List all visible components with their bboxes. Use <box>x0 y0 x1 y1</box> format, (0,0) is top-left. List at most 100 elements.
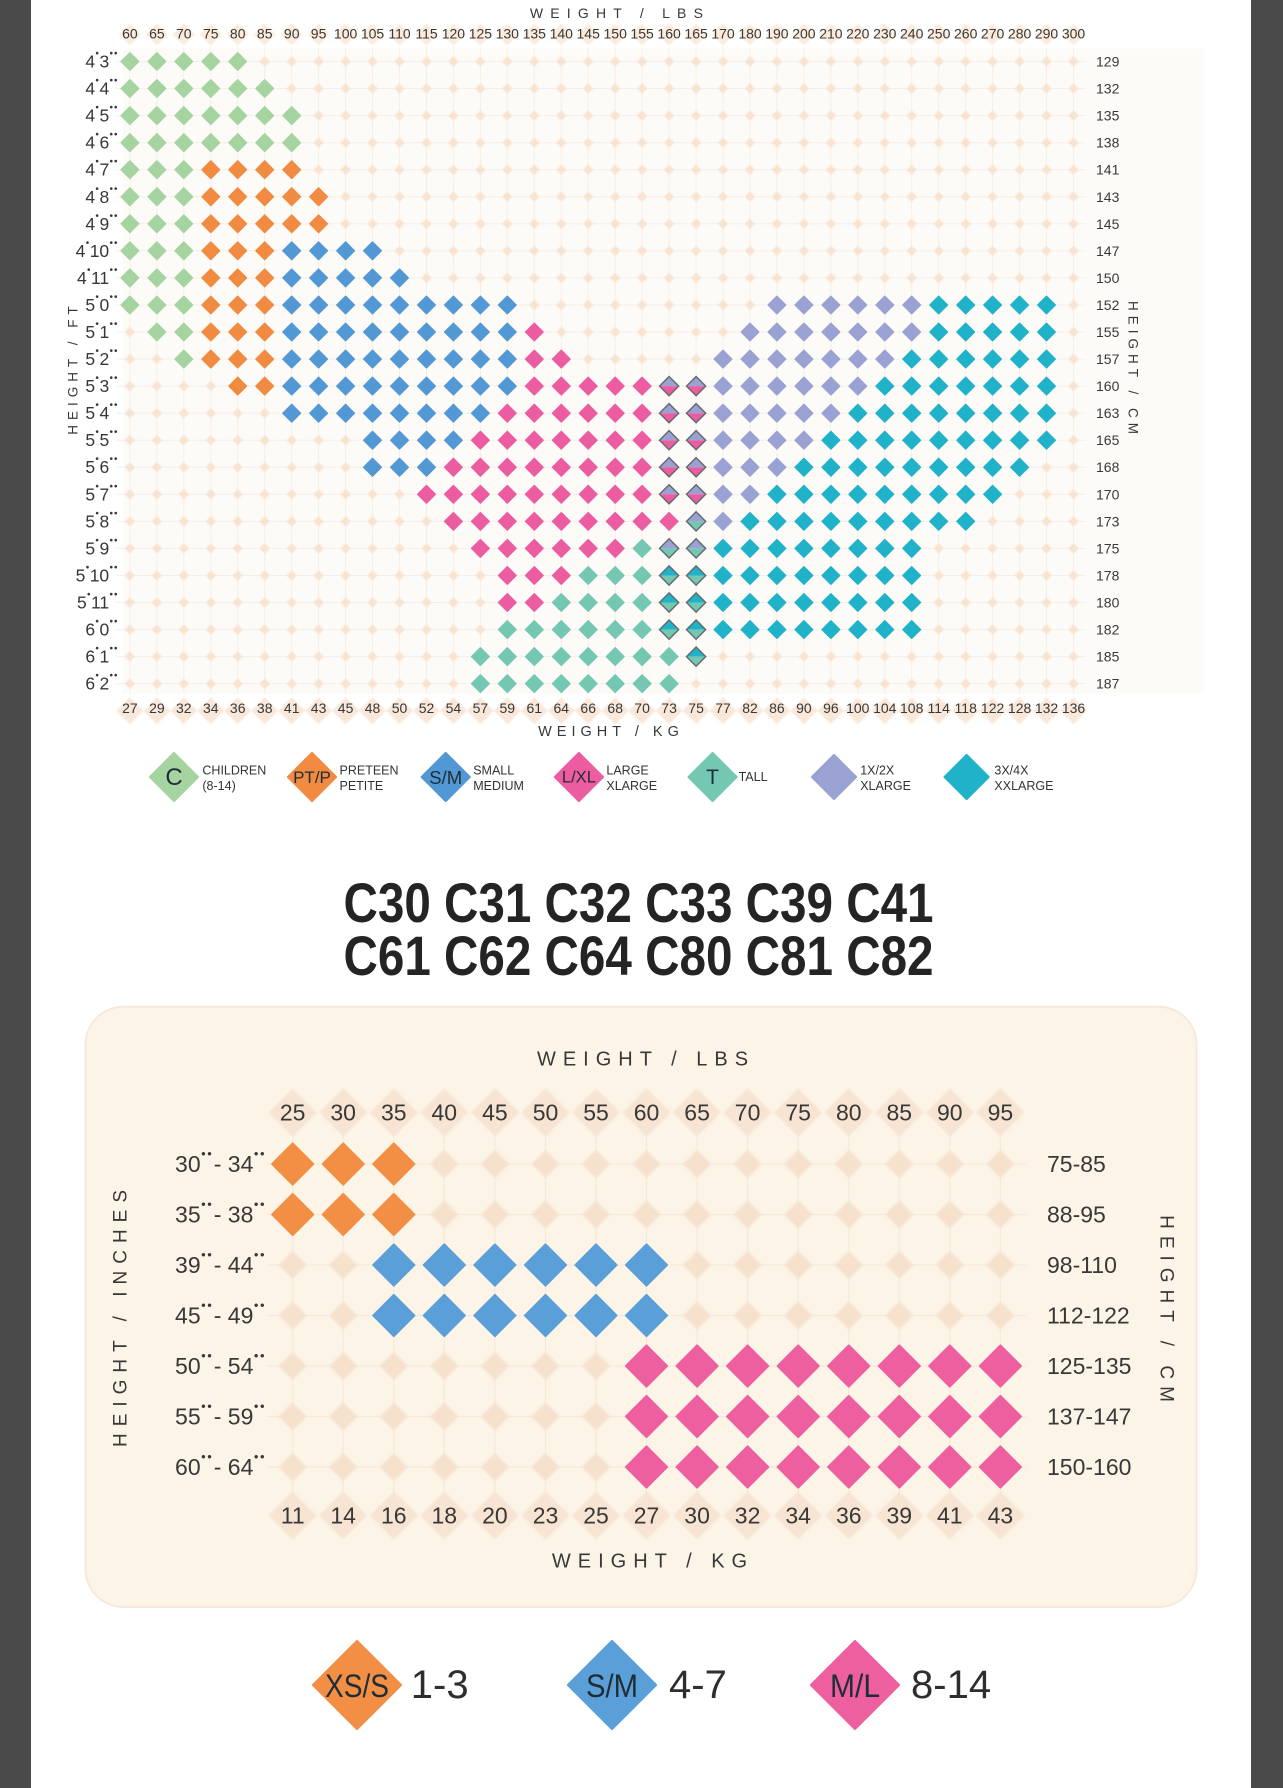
svg-text:185: 185 <box>1096 649 1120 665</box>
svg-text:HEIGHT / FT: HEIGHT / FT <box>66 301 81 435</box>
svg-text:155: 155 <box>630 26 654 42</box>
svg-text:39: 39 <box>887 1503 913 1529</box>
svg-text:187: 187 <box>1096 676 1120 692</box>
svg-text:25: 25 <box>280 1100 306 1126</box>
svg-text:108: 108 <box>900 700 924 716</box>
svg-text:173: 173 <box>1096 513 1120 529</box>
svg-text:5•3••: 5•3•• <box>85 373 118 397</box>
svg-text:135: 135 <box>523 26 547 42</box>
svg-text:96: 96 <box>823 700 839 716</box>
svg-text:38: 38 <box>257 700 273 716</box>
svg-text:32: 32 <box>735 1503 761 1529</box>
svg-text:115: 115 <box>415 26 438 42</box>
svg-text:88-95: 88-95 <box>1047 1202 1106 1228</box>
svg-text:PRETEEN: PRETEEN <box>340 763 399 777</box>
svg-text:WEIGHT / LBS: WEIGHT / LBS <box>537 1049 755 1071</box>
svg-text:XS/S: XS/S <box>325 1668 389 1704</box>
svg-text:C: C <box>165 764 182 791</box>
svg-text:122: 122 <box>981 700 1005 716</box>
svg-text:30: 30 <box>684 1503 710 1529</box>
svg-text:20: 20 <box>482 1503 508 1529</box>
svg-text:130: 130 <box>496 26 520 42</box>
svg-text:143: 143 <box>1096 189 1120 205</box>
svg-text:WEIGHT / LBS: WEIGHT / LBS <box>530 5 710 21</box>
svg-text:128: 128 <box>1008 700 1032 716</box>
svg-text:MEDIUM: MEDIUM <box>473 779 524 793</box>
svg-text:55••- 59••: 55••- 59•• <box>175 1398 266 1430</box>
svg-text:80: 80 <box>230 26 246 42</box>
svg-text:85: 85 <box>887 1100 913 1126</box>
svg-text:75: 75 <box>203 26 219 42</box>
svg-text:210: 210 <box>819 26 843 42</box>
svg-text:4•3••: 4•3•• <box>85 48 118 72</box>
svg-text:98-110: 98-110 <box>1047 1252 1117 1278</box>
svg-text:270: 270 <box>981 26 1005 42</box>
svg-text:5•5••: 5•5•• <box>85 427 118 451</box>
svg-text:163: 163 <box>1096 405 1120 421</box>
svg-text:1-3: 1-3 <box>411 1663 469 1707</box>
svg-text:90: 90 <box>284 26 300 42</box>
svg-text:114: 114 <box>928 700 951 716</box>
svg-text:112-122: 112-122 <box>1047 1303 1130 1329</box>
svg-text:65: 65 <box>684 1100 710 1126</box>
svg-text:90: 90 <box>937 1100 963 1126</box>
svg-text:95: 95 <box>988 1100 1014 1126</box>
svg-text:5•11••: 5•11•• <box>77 589 119 613</box>
svg-text:165: 165 <box>1096 432 1120 448</box>
svg-text:50: 50 <box>533 1100 559 1126</box>
svg-text:300: 300 <box>1062 26 1086 42</box>
svg-text:35••- 38••: 35••- 38•• <box>175 1196 266 1228</box>
svg-text:125-135: 125-135 <box>1047 1353 1131 1379</box>
svg-text:66: 66 <box>580 700 596 716</box>
svg-text:41: 41 <box>937 1503 963 1529</box>
svg-text:75: 75 <box>688 700 704 716</box>
svg-text:70: 70 <box>176 26 192 42</box>
svg-text:4•4••: 4•4•• <box>85 75 118 99</box>
svg-text:6•2••: 6•2•• <box>85 670 118 694</box>
svg-text:220: 220 <box>846 26 870 42</box>
svg-text:5•10••: 5•10•• <box>76 562 119 586</box>
svg-text:T: T <box>706 766 719 789</box>
svg-text:50••- 54••: 50••- 54•• <box>175 1348 266 1380</box>
svg-text:43: 43 <box>988 1503 1014 1529</box>
svg-text:5•0••: 5•0•• <box>85 292 118 316</box>
svg-text:132: 132 <box>1096 81 1120 97</box>
svg-text:90: 90 <box>796 700 812 716</box>
svg-text:157: 157 <box>1096 351 1120 367</box>
svg-text:HEIGHT / CM: HEIGHT / CM <box>1126 301 1141 439</box>
svg-text:100: 100 <box>846 700 870 716</box>
svg-text:30••- 34••: 30••- 34•• <box>175 1146 266 1178</box>
svg-text:240: 240 <box>900 26 924 42</box>
svg-text:68: 68 <box>607 700 623 716</box>
svg-text:4•7••: 4•7•• <box>85 156 118 180</box>
svg-text:86: 86 <box>769 700 785 716</box>
svg-text:105: 105 <box>361 26 385 42</box>
svg-text:150-160: 150-160 <box>1047 1454 1131 1480</box>
svg-text:85: 85 <box>257 26 273 42</box>
svg-text:73: 73 <box>661 700 677 716</box>
svg-text:75: 75 <box>785 1100 811 1126</box>
svg-text:137-147: 137-147 <box>1047 1404 1131 1430</box>
svg-text:48: 48 <box>365 700 381 716</box>
svg-text:4•8••: 4•8•• <box>85 183 118 207</box>
svg-text:5•8••: 5•8•• <box>85 508 118 532</box>
svg-text:HEIGHT / INCHES: HEIGHT / INCHES <box>111 1183 132 1447</box>
svg-text:155: 155 <box>1096 324 1120 340</box>
svg-text:138: 138 <box>1096 135 1120 151</box>
svg-text:145: 145 <box>577 26 601 42</box>
svg-text:250: 250 <box>927 26 951 42</box>
svg-text:6•1••: 6•1•• <box>85 643 118 667</box>
svg-text:54: 54 <box>446 700 462 716</box>
svg-text:70: 70 <box>634 700 650 716</box>
svg-text:4-7: 4-7 <box>669 1663 727 1707</box>
svg-text:190: 190 <box>765 26 789 42</box>
svg-text:168: 168 <box>1096 459 1120 475</box>
svg-text:5•4••: 5•4•• <box>85 400 118 424</box>
svg-text:136: 136 <box>1062 700 1086 716</box>
svg-text:35: 35 <box>381 1100 407 1126</box>
svg-text:180: 180 <box>738 26 762 42</box>
svg-text:5•1••: 5•1•• <box>85 319 118 343</box>
svg-text:280: 280 <box>1008 26 1032 42</box>
svg-text:36: 36 <box>836 1503 862 1529</box>
svg-text:43: 43 <box>311 700 327 716</box>
